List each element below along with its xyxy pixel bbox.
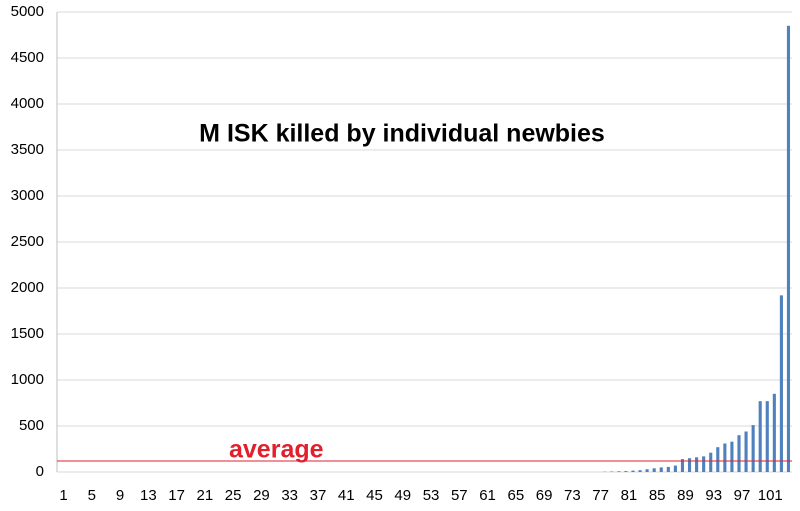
x-tick-label: 73: [564, 487, 581, 504]
y-tick-label: 2000: [11, 279, 44, 296]
x-tick-label: 33: [281, 487, 298, 504]
x-tick-label: 53: [423, 487, 440, 504]
x-tick-label: 89: [677, 487, 694, 504]
bar: [786, 25, 791, 473]
y-tick-label: 4500: [11, 49, 44, 66]
bar: [730, 441, 734, 472]
x-tick-label: 93: [705, 487, 722, 504]
average-label: average: [229, 436, 324, 464]
bar: [631, 470, 635, 472]
bar: [666, 466, 670, 472]
y-tick-label: 3000: [11, 187, 44, 204]
x-tick-label: 61: [479, 487, 496, 504]
bar: [716, 447, 720, 472]
x-tick-label: 37: [310, 487, 327, 504]
bar: [723, 443, 727, 472]
x-tick-label: 69: [536, 487, 553, 504]
y-tick-label: 0: [36, 463, 44, 480]
x-tick-label: 1: [59, 487, 67, 504]
y-tick-label: 2500: [11, 233, 44, 250]
x-tick-label: 5: [88, 487, 96, 504]
x-tick-label: 13: [140, 487, 157, 504]
x-tick-label: 17: [168, 487, 185, 504]
x-tick-label: 81: [621, 487, 638, 504]
bar: [680, 459, 685, 472]
y-tick-label: 1500: [11, 325, 44, 342]
bar: [744, 431, 748, 472]
x-tick-label: 57: [451, 487, 468, 504]
bar: [659, 467, 663, 472]
bar: [673, 465, 677, 472]
bar: [702, 456, 706, 472]
x-tick-label: 65: [507, 487, 524, 504]
bar: [624, 471, 628, 472]
x-tick-label: 97: [734, 487, 751, 504]
x-tick-label: 45: [366, 487, 383, 504]
bar: [709, 452, 713, 472]
x-tick-label: 49: [394, 487, 411, 504]
y-tick-label: 4000: [11, 95, 44, 112]
bar: [617, 471, 621, 472]
y-tick-label: 3500: [11, 141, 44, 158]
bar: [652, 468, 656, 472]
bar: [758, 401, 762, 472]
bar: [737, 435, 741, 472]
y-tick-label: 1000: [11, 371, 44, 388]
chart-annotation: M ISK killed by individual newbies: [199, 120, 605, 148]
bar: [645, 469, 649, 472]
x-tick-label: 101: [758, 487, 783, 504]
bar: [638, 470, 642, 472]
x-tick-label: 21: [197, 487, 214, 504]
bar: [751, 425, 755, 472]
x-tick-label: 77: [592, 487, 609, 504]
y-tick-label: 500: [19, 417, 44, 434]
x-tick-label: 9: [116, 487, 124, 504]
x-tick-label: 25: [225, 487, 242, 504]
bar: [765, 401, 769, 472]
x-tick-label: 85: [649, 487, 666, 504]
bar: [772, 393, 776, 472]
bar: [779, 295, 783, 472]
bar: [695, 457, 699, 472]
x-tick-label: 41: [338, 487, 355, 504]
x-tick-label: 29: [253, 487, 270, 504]
y-tick-label: 5000: [11, 3, 44, 20]
bar: [687, 458, 692, 472]
